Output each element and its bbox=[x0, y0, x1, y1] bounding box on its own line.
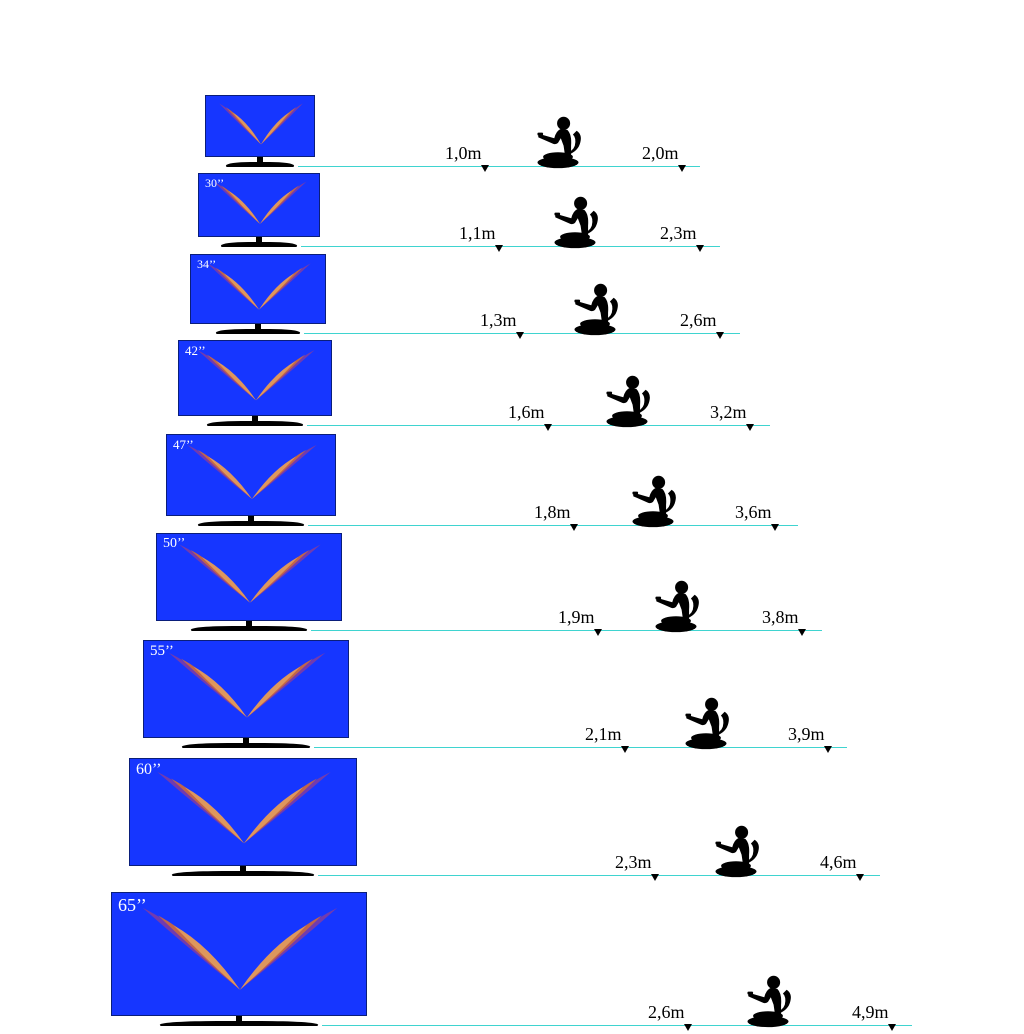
tv-diagonal-label: 30’’ bbox=[205, 176, 224, 191]
viewer-icon bbox=[599, 373, 655, 434]
min-distance-label: 2,3m bbox=[615, 852, 652, 873]
tv-screen: 30’’ bbox=[198, 173, 320, 237]
viewer-icon bbox=[530, 114, 586, 175]
min-distance-tick-icon bbox=[481, 165, 489, 172]
tv-diagonal-label: 50’’ bbox=[163, 536, 185, 552]
min-distance-tick-icon bbox=[684, 1024, 692, 1031]
tv-stand-base bbox=[216, 329, 300, 334]
min-distance-label: 2,1m bbox=[585, 724, 622, 745]
tv-screen: 55’’ bbox=[143, 640, 349, 738]
viewer-icon bbox=[547, 194, 603, 255]
min-distance-tick-icon bbox=[651, 874, 659, 881]
max-distance-tick-icon bbox=[856, 874, 864, 881]
viewer-icon bbox=[648, 578, 704, 639]
max-distance-label: 2,6m bbox=[680, 310, 717, 331]
max-distance-tick-icon bbox=[771, 524, 779, 531]
max-distance-tick-icon bbox=[798, 629, 806, 636]
min-distance-label: 1,1m bbox=[459, 223, 496, 244]
distance-line bbox=[307, 425, 770, 426]
min-distance-tick-icon bbox=[621, 746, 629, 753]
min-distance-tick-icon bbox=[570, 524, 578, 531]
tv-diagonal-label: 47’’ bbox=[173, 437, 194, 453]
min-distance-label: 1,3m bbox=[480, 310, 517, 331]
min-distance-label: 1,6m bbox=[508, 402, 545, 423]
min-distance-label: 2,6m bbox=[648, 1002, 685, 1023]
viewer-icon bbox=[740, 973, 796, 1034]
min-distance-tick-icon bbox=[544, 424, 552, 431]
tv-diagonal-label: 55’’ bbox=[150, 643, 174, 660]
tv-screen bbox=[205, 95, 315, 157]
tv-stand-base bbox=[172, 871, 313, 876]
max-distance-label: 3,6m bbox=[735, 502, 772, 523]
viewer-icon bbox=[625, 473, 681, 534]
max-distance-tick-icon bbox=[678, 165, 686, 172]
tv-screen: 47’’ bbox=[166, 434, 336, 516]
tv-diagonal-label: 42’’ bbox=[185, 343, 206, 359]
tv-screen: 42’’ bbox=[178, 340, 332, 416]
viewer-icon bbox=[567, 281, 623, 342]
tv-stand-base bbox=[226, 162, 294, 167]
tv-diagonal-label: 65’’ bbox=[118, 895, 147, 916]
max-distance-label: 4,9m bbox=[852, 1002, 889, 1023]
tv-stand-base bbox=[198, 521, 303, 526]
min-distance-label: 1,8m bbox=[534, 502, 571, 523]
max-distance-label: 3,2m bbox=[710, 402, 747, 423]
distance-line bbox=[311, 630, 822, 631]
tv-screen: 50’’ bbox=[156, 533, 342, 621]
max-distance-label: 2,0m bbox=[642, 143, 679, 164]
min-distance-tick-icon bbox=[594, 629, 602, 636]
tv-diagonal-label: 34’’ bbox=[197, 257, 216, 272]
min-distance-label: 1,9m bbox=[558, 607, 595, 628]
max-distance-label: 3,8m bbox=[762, 607, 799, 628]
max-distance-tick-icon bbox=[696, 245, 704, 252]
max-distance-tick-icon bbox=[888, 1024, 896, 1031]
tv-screen: 60’’ bbox=[129, 758, 357, 866]
max-distance-tick-icon bbox=[716, 332, 724, 339]
max-distance-tick-icon bbox=[824, 746, 832, 753]
max-distance-label: 2,3m bbox=[660, 223, 697, 244]
distance-line bbox=[301, 246, 720, 247]
distance-line bbox=[314, 747, 847, 748]
max-distance-label: 3,9m bbox=[788, 724, 825, 745]
viewer-icon bbox=[678, 695, 734, 756]
tv-stand-base bbox=[221, 242, 297, 247]
tv-diagonal-label: 60’’ bbox=[136, 761, 161, 779]
distance-line bbox=[322, 1025, 912, 1026]
min-distance-label: 1,0m bbox=[445, 143, 482, 164]
max-distance-tick-icon bbox=[746, 424, 754, 431]
distance-line bbox=[298, 166, 700, 167]
distance-line bbox=[318, 875, 880, 876]
tv-screen: 65’’ bbox=[111, 892, 367, 1016]
tv-stand-base bbox=[182, 743, 310, 748]
min-distance-tick-icon bbox=[516, 332, 524, 339]
min-distance-tick-icon bbox=[495, 245, 503, 252]
tv-stand-base bbox=[191, 626, 306, 631]
tv-stand-base bbox=[207, 421, 302, 426]
viewer-icon bbox=[708, 823, 764, 884]
max-distance-label: 4,6m bbox=[820, 852, 857, 873]
distance-line bbox=[308, 525, 798, 526]
tv-screen: 34’’ bbox=[190, 254, 326, 324]
